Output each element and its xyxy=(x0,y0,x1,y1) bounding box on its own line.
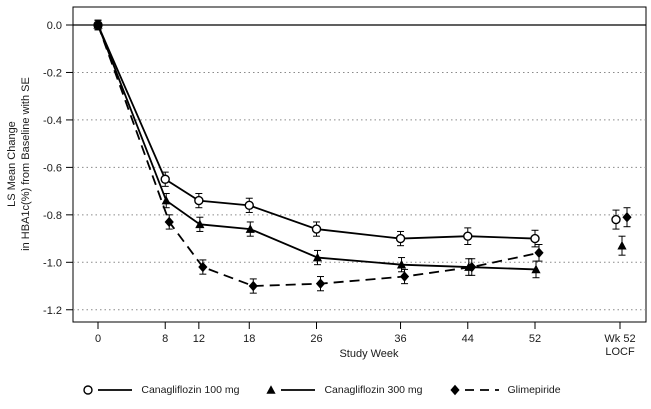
filled-diamond-marker xyxy=(315,278,326,289)
series-line-glimepiride xyxy=(97,24,540,287)
filled-triangle-marker xyxy=(266,385,277,394)
y-tick-label: -0.4 xyxy=(43,115,62,127)
open-circle-marker xyxy=(530,233,540,244)
filled-diamond-marker xyxy=(248,280,258,292)
series-line-canagliflozin-300-mg xyxy=(97,24,537,271)
series-points-glimepiride xyxy=(93,19,632,294)
x-tick-label: 8 xyxy=(162,333,168,345)
chart-legend: Canagliflozin 100 mg Canagliflozin 300 mg… xyxy=(0,383,651,397)
filled-diamond-marker xyxy=(93,19,103,31)
x-tick-label: 0 xyxy=(95,333,101,345)
y-tick-label: -0.2 xyxy=(43,67,62,79)
legend-label: Canagliflozin 100 mg xyxy=(141,384,240,396)
filled-triangle-marker xyxy=(396,259,407,269)
y-tick-label: -0.8 xyxy=(43,210,62,222)
x-tick-label-wk52: Wk 52 xyxy=(604,333,635,345)
x-tick-label: 44 xyxy=(462,333,474,345)
filled-diamond-marker xyxy=(534,247,544,259)
legend-item-canagliflozin-300-mg: Canagliflozin 300 mg xyxy=(265,383,423,397)
y-tick-label: -1.2 xyxy=(43,305,62,317)
open-circle-marker xyxy=(395,233,406,244)
filled-triangle-marker xyxy=(195,219,205,229)
x-tick-label: 18 xyxy=(243,333,255,345)
y-tick-label: 0.0 xyxy=(47,20,62,32)
x-tick-label: 36 xyxy=(394,333,406,345)
y-tick-label: -0.6 xyxy=(43,162,62,174)
legend-item-canagliflozin-100-mg: Canagliflozin 100 mg xyxy=(82,383,239,397)
filled-diamond-marker xyxy=(164,216,174,228)
series-line-canagliflozin-100-mg xyxy=(97,24,536,240)
open-circle-marker xyxy=(244,200,254,211)
filled-diamond-marker xyxy=(622,212,632,223)
filled-diamond-marker xyxy=(449,384,460,396)
series-points-canagliflozin-100-mg xyxy=(93,19,621,248)
filled-triangle-marker xyxy=(531,264,541,274)
filled-diamond-legend-icon xyxy=(449,384,499,396)
filled-triangle-marker xyxy=(245,224,255,233)
x-tick-label: 12 xyxy=(193,333,205,345)
filled-triangle-legend-icon xyxy=(266,385,316,394)
x-tick-label-locf: LOCF xyxy=(605,346,635,358)
x-tick-label: 26 xyxy=(310,333,322,345)
filled-diamond-marker xyxy=(467,261,477,273)
filled-diamond-marker xyxy=(399,271,410,282)
chart-canvas: 0.0 -0.2 -0.4 -0.6 -0.8 -1.0 -1.2 0 8 12 18 26 36 44 5… xyxy=(6,6,647,360)
filled-triangle-marker xyxy=(617,240,627,250)
open-circle-marker xyxy=(463,231,473,241)
filled-triangle-marker xyxy=(312,252,323,262)
open-circle-marker xyxy=(160,174,170,184)
filled-diamond-marker xyxy=(198,261,208,273)
legend-item-glimepiride: Glimepiride xyxy=(449,383,561,397)
legend-label: Glimepiride xyxy=(507,384,561,396)
legend-label: Canagliflozin 300 mg xyxy=(324,384,423,396)
open-circle-legend-icon xyxy=(83,385,133,395)
x-axis-title: Study Week xyxy=(339,348,399,360)
series-points-canagliflozin-300-mg xyxy=(93,19,627,279)
plot-border xyxy=(72,6,647,323)
open-circle-marker xyxy=(611,214,621,225)
y-axis-title-line2: in HBA1c(%) from Baseline with SE xyxy=(20,77,32,251)
y-tick-label: -1.0 xyxy=(43,257,62,269)
open-circle-marker xyxy=(83,385,94,395)
x-tick-label: 52 xyxy=(529,333,541,345)
y-axis-title-line1: LS Mean Change xyxy=(6,121,18,207)
open-circle-marker xyxy=(311,224,322,234)
filled-triangle-marker xyxy=(161,195,171,205)
open-circle-marker xyxy=(194,195,204,206)
